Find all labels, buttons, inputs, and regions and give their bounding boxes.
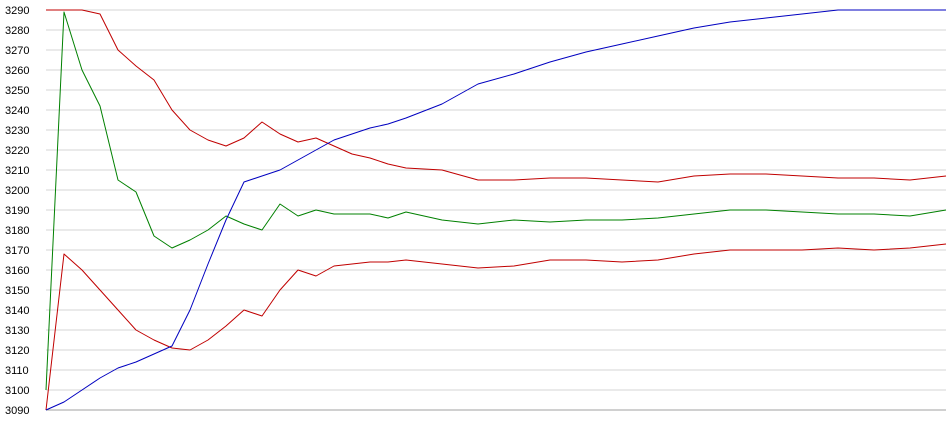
- y-tick-label: 3120: [5, 345, 29, 357]
- y-tick-label: 3130: [5, 325, 29, 337]
- y-tick-label: 3250: [5, 85, 29, 97]
- series-line-2: [45, 11, 947, 391]
- y-tick-label: 3160: [5, 265, 29, 277]
- y-tick-label: 3280: [5, 25, 29, 37]
- grid: [46, 9, 946, 411]
- y-tick-label: 3180: [5, 225, 29, 237]
- y-tick-label: 3290: [5, 5, 29, 17]
- y-tick-label: 3110: [5, 365, 29, 377]
- y-tick-label: 3270: [5, 45, 29, 57]
- y-tick-label: 3220: [5, 145, 29, 157]
- y-tick-label: 3100: [5, 385, 29, 397]
- y-tick-label: 3190: [5, 205, 29, 217]
- y-tick-label: 3090: [5, 405, 29, 417]
- y-tick-label: 3200: [5, 185, 29, 197]
- y-tick-label: 3230: [5, 125, 29, 137]
- y-tick-label: 3170: [5, 245, 29, 257]
- y-tick-label: 3260: [5, 65, 29, 77]
- y-tick-label: 3240: [5, 105, 29, 117]
- series-line-1: [46, 9, 947, 183]
- series-line-4: [45, 9, 946, 411]
- series-line-3: [45, 243, 947, 411]
- y-tick-label: 3140: [5, 305, 29, 317]
- y-axis-tick-labels: 3090 3100 3110 3120 3130 3140 3150 3160 3170 3180…: [5, 5, 29, 417]
- y-tick-label: 3150: [5, 285, 29, 297]
- series-lines: [45, 9, 947, 411]
- y-tick-label: 3210: [5, 165, 29, 177]
